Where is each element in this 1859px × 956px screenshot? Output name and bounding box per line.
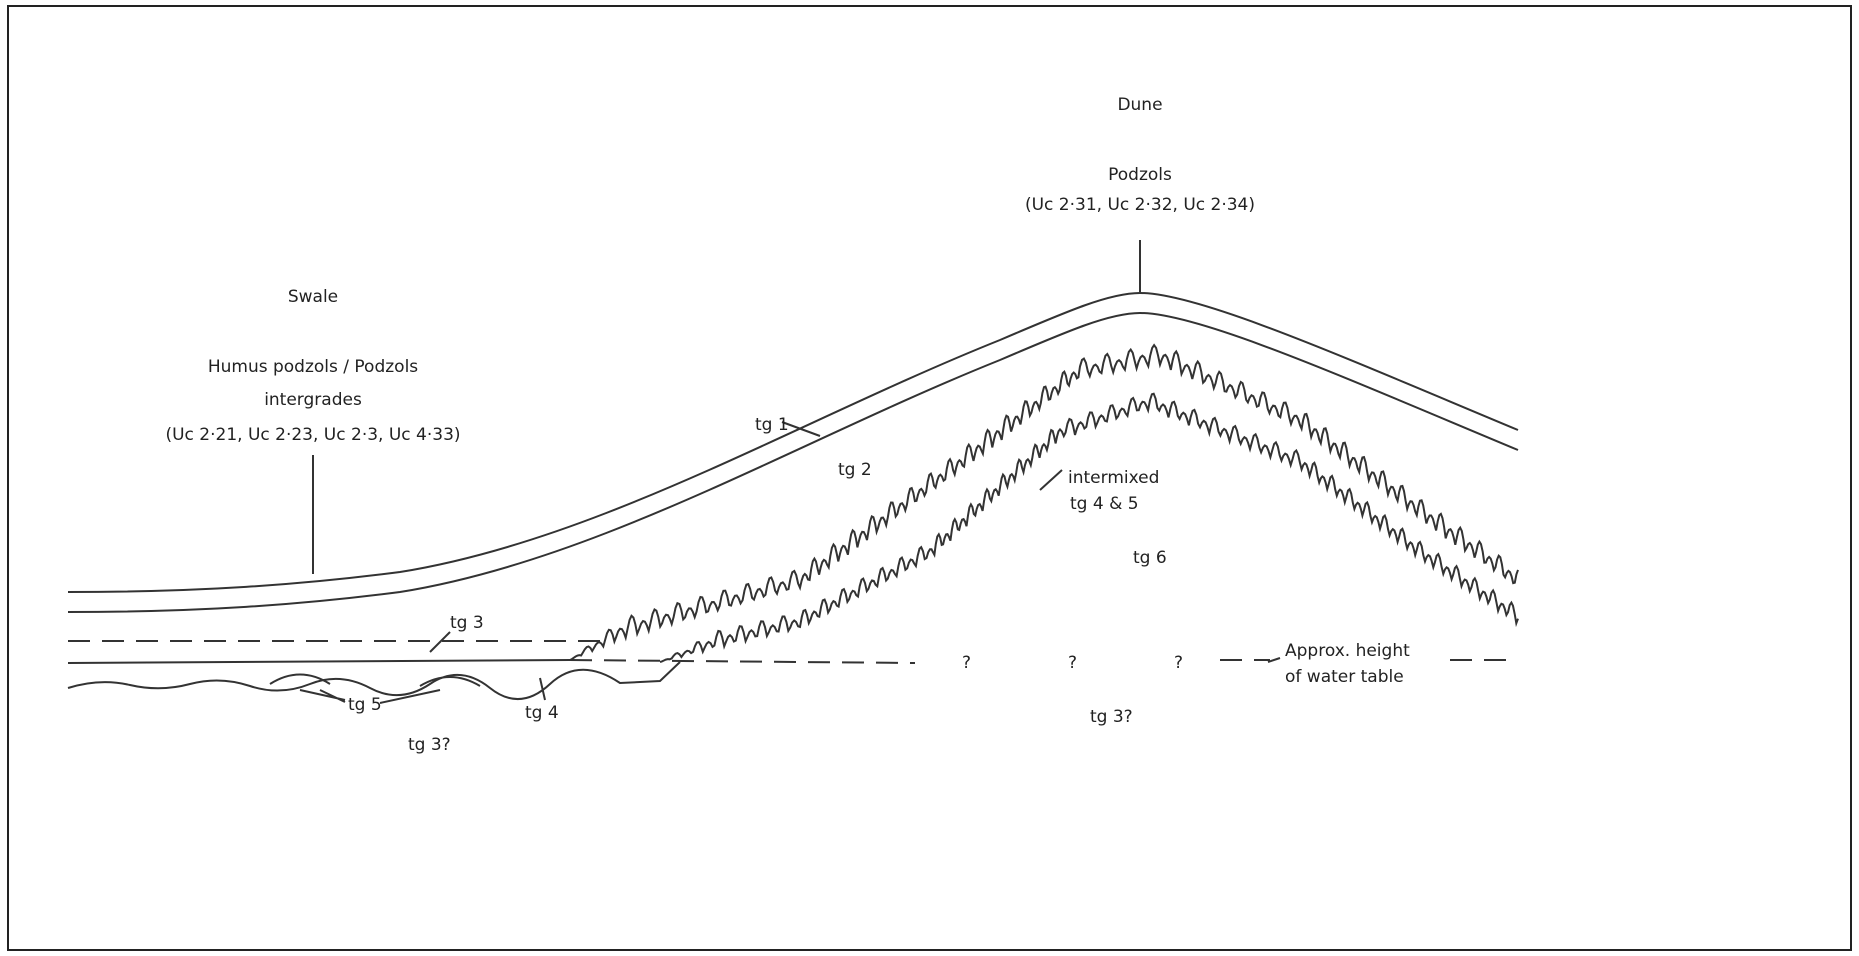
label: tg 6	[1133, 548, 1167, 568]
label: tg 4	[525, 703, 559, 723]
label: Podzols	[1108, 165, 1172, 185]
bottom-wavy-line	[67, 661, 681, 701]
label: (Uc 2·31, Uc 2·32, Uc 2·34)	[1025, 195, 1255, 215]
subsurface-line	[67, 311, 1519, 613]
label: intermixed	[1068, 468, 1159, 488]
label: ?	[962, 653, 971, 673]
label: tg 5	[348, 695, 382, 715]
label: Swale	[288, 287, 338, 307]
leader	[1267, 657, 1281, 663]
leader	[299, 689, 441, 704]
water-table-line	[569, 659, 916, 664]
leader	[1039, 469, 1063, 491]
tg5-lens	[269, 673, 481, 687]
leader	[781, 421, 821, 437]
leader	[539, 677, 546, 701]
label: Humus podzols / Podzols	[208, 357, 418, 377]
label: ?	[1068, 653, 1077, 673]
leader	[429, 631, 451, 653]
label: Dune	[1117, 95, 1162, 115]
frame	[7, 5, 1852, 951]
label: tg 3?	[408, 735, 451, 755]
wavy-boundary	[659, 392, 1519, 663]
label: intergrades	[264, 390, 362, 410]
label: tg 3	[450, 613, 484, 633]
label: tg 2	[838, 460, 872, 480]
label: ?	[1174, 653, 1183, 673]
label: tg 3?	[1090, 707, 1133, 727]
label: (Uc 2·21, Uc 2·23, Uc 2·3, Uc 4·33)	[165, 425, 460, 445]
label: of water table	[1285, 667, 1404, 687]
wavy-boundary	[569, 343, 1519, 661]
label: tg 4 & 5	[1070, 494, 1139, 514]
label: tg 1	[755, 415, 789, 435]
label: Approx. height	[1285, 641, 1410, 661]
surface-line	[67, 291, 1519, 593]
layer-line	[67, 659, 571, 664]
